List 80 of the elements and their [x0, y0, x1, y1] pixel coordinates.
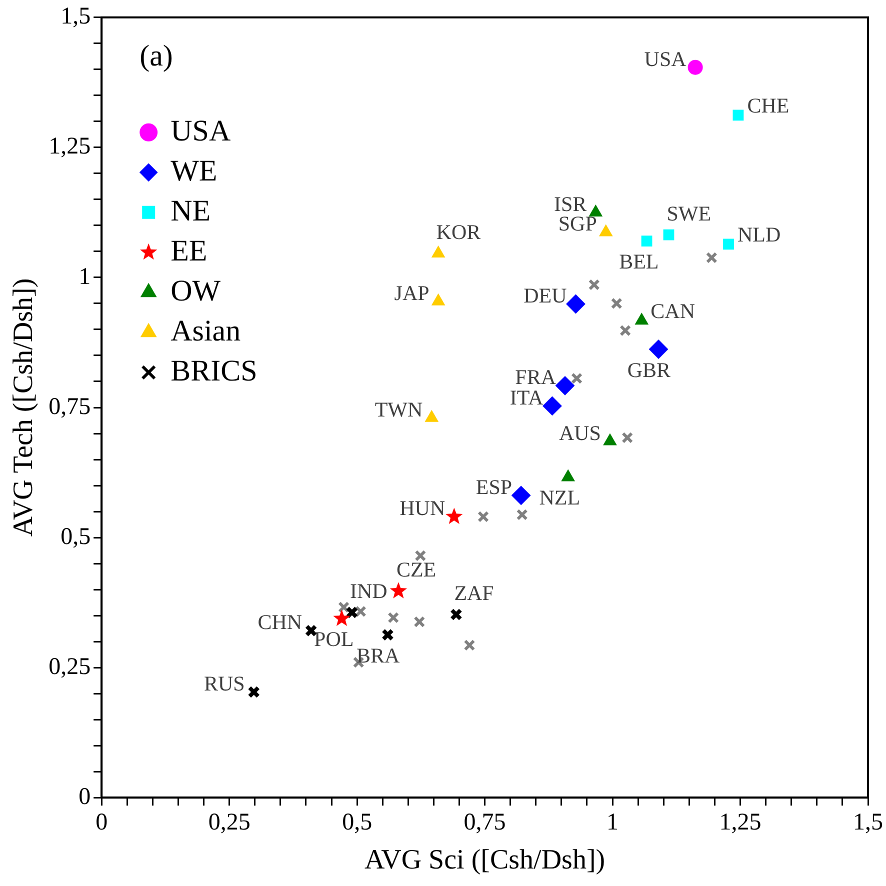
x-tick-label: 1,5 [853, 809, 883, 836]
annotation: TWN [374, 397, 423, 422]
point [723, 238, 734, 250]
x-tick-label: 1,25 [719, 809, 762, 836]
y-tick-label: 1,25 [48, 134, 91, 160]
annotation: CHE [747, 94, 790, 118]
y-tick-label: 0,5 [60, 524, 91, 550]
point [663, 229, 674, 240]
annotation: SWE [666, 201, 712, 226]
point [641, 236, 652, 247]
point [516, 508, 528, 520]
annotation: GBR [627, 358, 671, 382]
legend-label: USA [170, 114, 231, 148]
point [588, 279, 600, 290]
annotation: AUS [558, 420, 601, 445]
point [414, 616, 426, 628]
annotation: IND [350, 578, 388, 603]
point [556, 376, 575, 396]
point [390, 582, 408, 598]
annotation: CZE [396, 558, 436, 582]
annotation: JAP [394, 280, 430, 305]
x-tick-label: 0,25 [208, 809, 250, 836]
point [414, 550, 426, 562]
y-tick-label: 0,75 [48, 394, 91, 420]
point [248, 686, 260, 698]
y-tick-label: 1 [78, 264, 91, 290]
point [635, 313, 648, 325]
point [446, 508, 463, 524]
annotation: NZL [539, 486, 580, 510]
point [688, 60, 703, 75]
legend-label: BRICS [170, 354, 258, 388]
point [542, 396, 562, 416]
x-tick-label: 1 [606, 809, 619, 836]
point [333, 610, 350, 626]
annotation: CHN [258, 610, 302, 634]
legend-label: Asian [170, 314, 241, 348]
point [512, 486, 531, 505]
point [706, 252, 718, 264]
point [620, 324, 632, 336]
point [478, 510, 490, 522]
point [432, 246, 445, 258]
point [450, 608, 462, 621]
x-axis-title: AVG Sci ([Csh/Dsh]) [364, 844, 606, 876]
legend-label: NE [170, 194, 211, 228]
annotation: HUN [400, 496, 446, 520]
point [599, 224, 612, 236]
y-tick-label: 1,5 [60, 4, 91, 30]
legend-label: EE [170, 234, 208, 268]
annotation: NLD [738, 222, 781, 247]
annotation: CAN [650, 299, 695, 324]
annotation: KOR [436, 220, 481, 244]
point [566, 294, 586, 314]
x-tick-label: 0,75 [464, 809, 506, 836]
annotation: (a) [140, 39, 173, 72]
y-tick-label: 0 [78, 784, 91, 810]
point [562, 470, 575, 482]
point [571, 372, 583, 384]
point [388, 612, 400, 624]
annotation: DEU [524, 284, 567, 308]
x-tick-label: 0 [96, 809, 108, 836]
annotation: RUS [204, 672, 245, 696]
point [354, 606, 366, 618]
annotation: ZAF [454, 581, 494, 606]
x-tick-label: 0,5 [342, 809, 372, 836]
point [732, 110, 744, 121]
legend-label: OW [170, 274, 222, 308]
annotation: USA [644, 46, 688, 71]
point [381, 628, 394, 642]
y-axis-title: AVG Tech ([Csh/Dsh]) [8, 278, 40, 537]
annotation: POL [314, 627, 354, 652]
legend-label: WE [170, 154, 218, 188]
point [610, 298, 622, 310]
annotation: BEL [619, 250, 659, 274]
annotation: BRA [356, 643, 401, 668]
annotation: ESP [476, 474, 512, 499]
point [622, 432, 634, 444]
y-tick-label: 0,25 [48, 654, 91, 680]
point [649, 340, 668, 359]
point [464, 639, 476, 651]
point [346, 606, 358, 619]
